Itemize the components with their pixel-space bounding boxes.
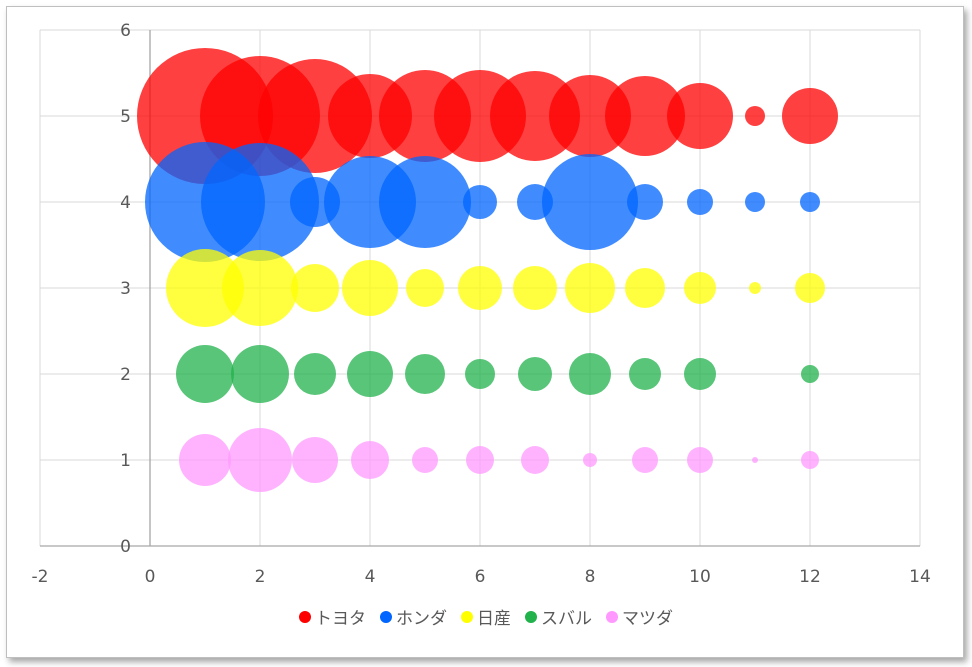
series-5 — [179, 428, 819, 492]
bubble-point[interactable] — [745, 192, 765, 212]
legend-marker — [380, 610, 392, 623]
bubble-point[interactable] — [166, 249, 244, 327]
bubble-point[interactable] — [684, 272, 716, 304]
bubble-point[interactable] — [406, 269, 444, 307]
legend-label: スバル — [541, 609, 592, 629]
bubble-point[interactable] — [549, 75, 631, 157]
bubble-point[interactable] — [222, 250, 298, 326]
bubble-point[interactable] — [342, 260, 398, 316]
x-tick-label: 8 — [585, 567, 596, 587]
y-tick-label: 1 — [120, 451, 131, 471]
bubble-point[interactable] — [412, 447, 438, 473]
legend-item[interactable]: トヨタ — [299, 604, 366, 629]
legend-label: マツダ — [622, 609, 673, 629]
y-tick-label: 3 — [120, 279, 131, 299]
bubble-point[interactable] — [752, 457, 758, 463]
x-tick-label: 0 — [145, 567, 156, 587]
x-tick-label: 12 — [799, 567, 821, 587]
bubble-point[interactable] — [687, 189, 713, 215]
series-2 — [145, 142, 820, 262]
series-4 — [176, 345, 819, 403]
bubble-point[interactable] — [292, 437, 338, 483]
bubble-point[interactable] — [583, 453, 597, 467]
y-tick-label: 2 — [120, 365, 131, 385]
bubble-point[interactable] — [405, 354, 445, 394]
chart-legend: トヨタ ホンダ 日産 スバル マツダ — [0, 604, 972, 629]
bubble-point[interactable] — [542, 154, 638, 250]
y-tick-label: 6 — [120, 21, 131, 41]
bubble-point[interactable] — [801, 365, 819, 383]
bubble-point[interactable] — [800, 192, 820, 212]
legend-marker — [299, 610, 311, 623]
bubble-point[interactable] — [569, 353, 611, 395]
bubble-point[interactable] — [518, 357, 552, 391]
series-3 — [166, 249, 825, 327]
y-tick-label: 0 — [120, 537, 131, 557]
bubble-point[interactable] — [291, 264, 339, 312]
legend-label: ホンダ — [396, 609, 447, 629]
x-tick-label: 10 — [689, 567, 711, 587]
legend-item[interactable]: 日産 — [461, 604, 511, 629]
bubble-point[interactable] — [231, 345, 289, 403]
bubble-point[interactable] — [749, 282, 761, 294]
bubble-point[interactable] — [458, 266, 502, 310]
bubble-point[interactable] — [687, 447, 713, 473]
bubble-point[interactable] — [745, 106, 765, 126]
x-tick-label: 6 — [475, 567, 486, 587]
legend-marker — [525, 610, 537, 623]
legend-item[interactable]: ホンダ — [380, 604, 447, 629]
bubble-point[interactable] — [801, 451, 819, 469]
bubble-point[interactable] — [463, 185, 497, 219]
x-tick-label: 14 — [909, 567, 931, 587]
x-tick-label: 4 — [365, 567, 376, 587]
bubble-point[interactable] — [629, 358, 661, 390]
legend-label: 日産 — [477, 609, 511, 629]
legend-item[interactable]: スバル — [525, 604, 592, 629]
bubble-point[interactable] — [351, 441, 389, 479]
x-tick-label: -2 — [32, 567, 49, 587]
bubble-point[interactable] — [667, 83, 733, 149]
bubble-point[interactable] — [632, 447, 658, 473]
bubble-point[interactable] — [179, 434, 231, 486]
bubble-point[interactable] — [605, 76, 685, 156]
bubble-point[interactable] — [795, 273, 825, 303]
y-tick-label: 5 — [120, 107, 131, 127]
bubble-point[interactable] — [176, 345, 234, 403]
legend-marker — [606, 610, 618, 623]
bubble-point[interactable] — [201, 143, 319, 261]
bubble-point[interactable] — [379, 156, 471, 248]
y-tick-label: 4 — [120, 193, 131, 213]
bubble-point[interactable] — [466, 446, 494, 474]
bubble-point[interactable] — [782, 88, 838, 144]
x-tick-label: 2 — [255, 567, 266, 587]
bubble-point[interactable] — [347, 351, 393, 397]
bubble-point[interactable] — [294, 353, 336, 395]
bubble-point[interactable] — [565, 263, 615, 313]
legend-marker — [461, 610, 473, 623]
bubble-point[interactable] — [627, 184, 663, 220]
bubble-point[interactable] — [625, 268, 665, 308]
legend-label: トヨタ — [315, 609, 366, 629]
bubbles — [137, 48, 838, 492]
legend-item[interactable]: マツダ — [606, 604, 673, 629]
bubble-point[interactable] — [684, 358, 716, 390]
bubble-point[interactable] — [521, 446, 549, 474]
bubble-point[interactable] — [513, 266, 557, 310]
bubble-point[interactable] — [465, 359, 495, 389]
bubble-point[interactable] — [228, 428, 292, 492]
